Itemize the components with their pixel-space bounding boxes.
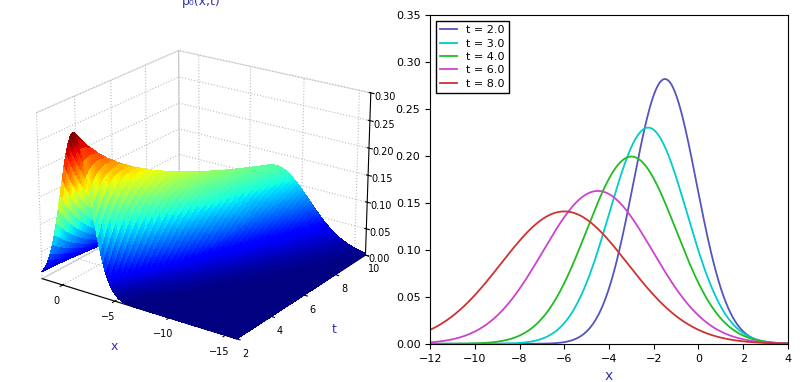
t = 4.0 (582, 225, 592, 230)
t = 2.0 (659, 77, 669, 81)
t = 6.0 (582, 191, 592, 196)
t = 3.0 (569, 306, 579, 310)
t = 8.0 (569, 211, 579, 216)
t = 6.0 (425, 340, 434, 345)
t = 3.0 (710, 295, 719, 299)
t = 8.0 (703, 332, 713, 337)
t = 2.0 (569, 337, 579, 342)
t = 3.0 (671, 175, 680, 180)
t = 4.0 (782, 341, 792, 346)
t = 4.0 (626, 154, 635, 159)
t = 8.0 (559, 209, 569, 214)
Y-axis label: t: t (332, 322, 336, 335)
X-axis label: x: x (604, 369, 613, 382)
t = 4.0 (569, 257, 579, 262)
Line: t = 3.0: t = 3.0 (430, 128, 787, 344)
t = 4.0 (710, 310, 719, 315)
t = 2.0 (782, 342, 792, 346)
t = 4.0 (425, 342, 434, 346)
t = 6.0 (710, 327, 719, 331)
t = 6.0 (671, 286, 680, 291)
t = 2.0 (671, 93, 680, 97)
t = 8.0 (782, 341, 792, 346)
t = 2.0 (461, 342, 471, 346)
t = 3.0 (425, 342, 434, 346)
Legend: t = 2.0, t = 3.0, t = 4.0, t = 6.0, t = 8.0: t = 2.0, t = 3.0, t = 4.0, t = 6.0, t = … (435, 21, 508, 93)
t = 8.0 (461, 301, 471, 306)
t = 8.0 (425, 327, 434, 332)
t = 8.0 (582, 218, 592, 223)
t = 2.0 (703, 243, 713, 248)
t = 4.0 (461, 341, 471, 346)
X-axis label: x: x (110, 340, 118, 353)
t = 8.0 (671, 314, 680, 318)
Title: p₀(x,t): p₀(x,t) (181, 0, 220, 8)
t = 3.0 (461, 342, 471, 346)
t = 3.0 (782, 341, 792, 346)
Line: t = 4.0: t = 4.0 (430, 157, 787, 344)
t = 2.0 (425, 342, 434, 346)
t = 2.0 (582, 328, 592, 333)
Line: t = 2.0: t = 2.0 (430, 79, 787, 344)
t = 8.0 (710, 334, 719, 338)
t = 2.0 (710, 269, 719, 274)
Line: t = 8.0: t = 8.0 (430, 211, 787, 343)
t = 6.0 (569, 202, 579, 206)
t = 6.0 (703, 322, 713, 327)
t = 6.0 (592, 189, 601, 193)
t = 6.0 (782, 341, 792, 346)
t = 3.0 (703, 280, 713, 284)
t = 3.0 (642, 125, 652, 130)
t = 3.0 (582, 278, 592, 282)
t = 6.0 (461, 333, 471, 337)
t = 4.0 (671, 228, 680, 233)
t = 4.0 (703, 301, 713, 305)
Line: t = 6.0: t = 6.0 (430, 191, 787, 343)
